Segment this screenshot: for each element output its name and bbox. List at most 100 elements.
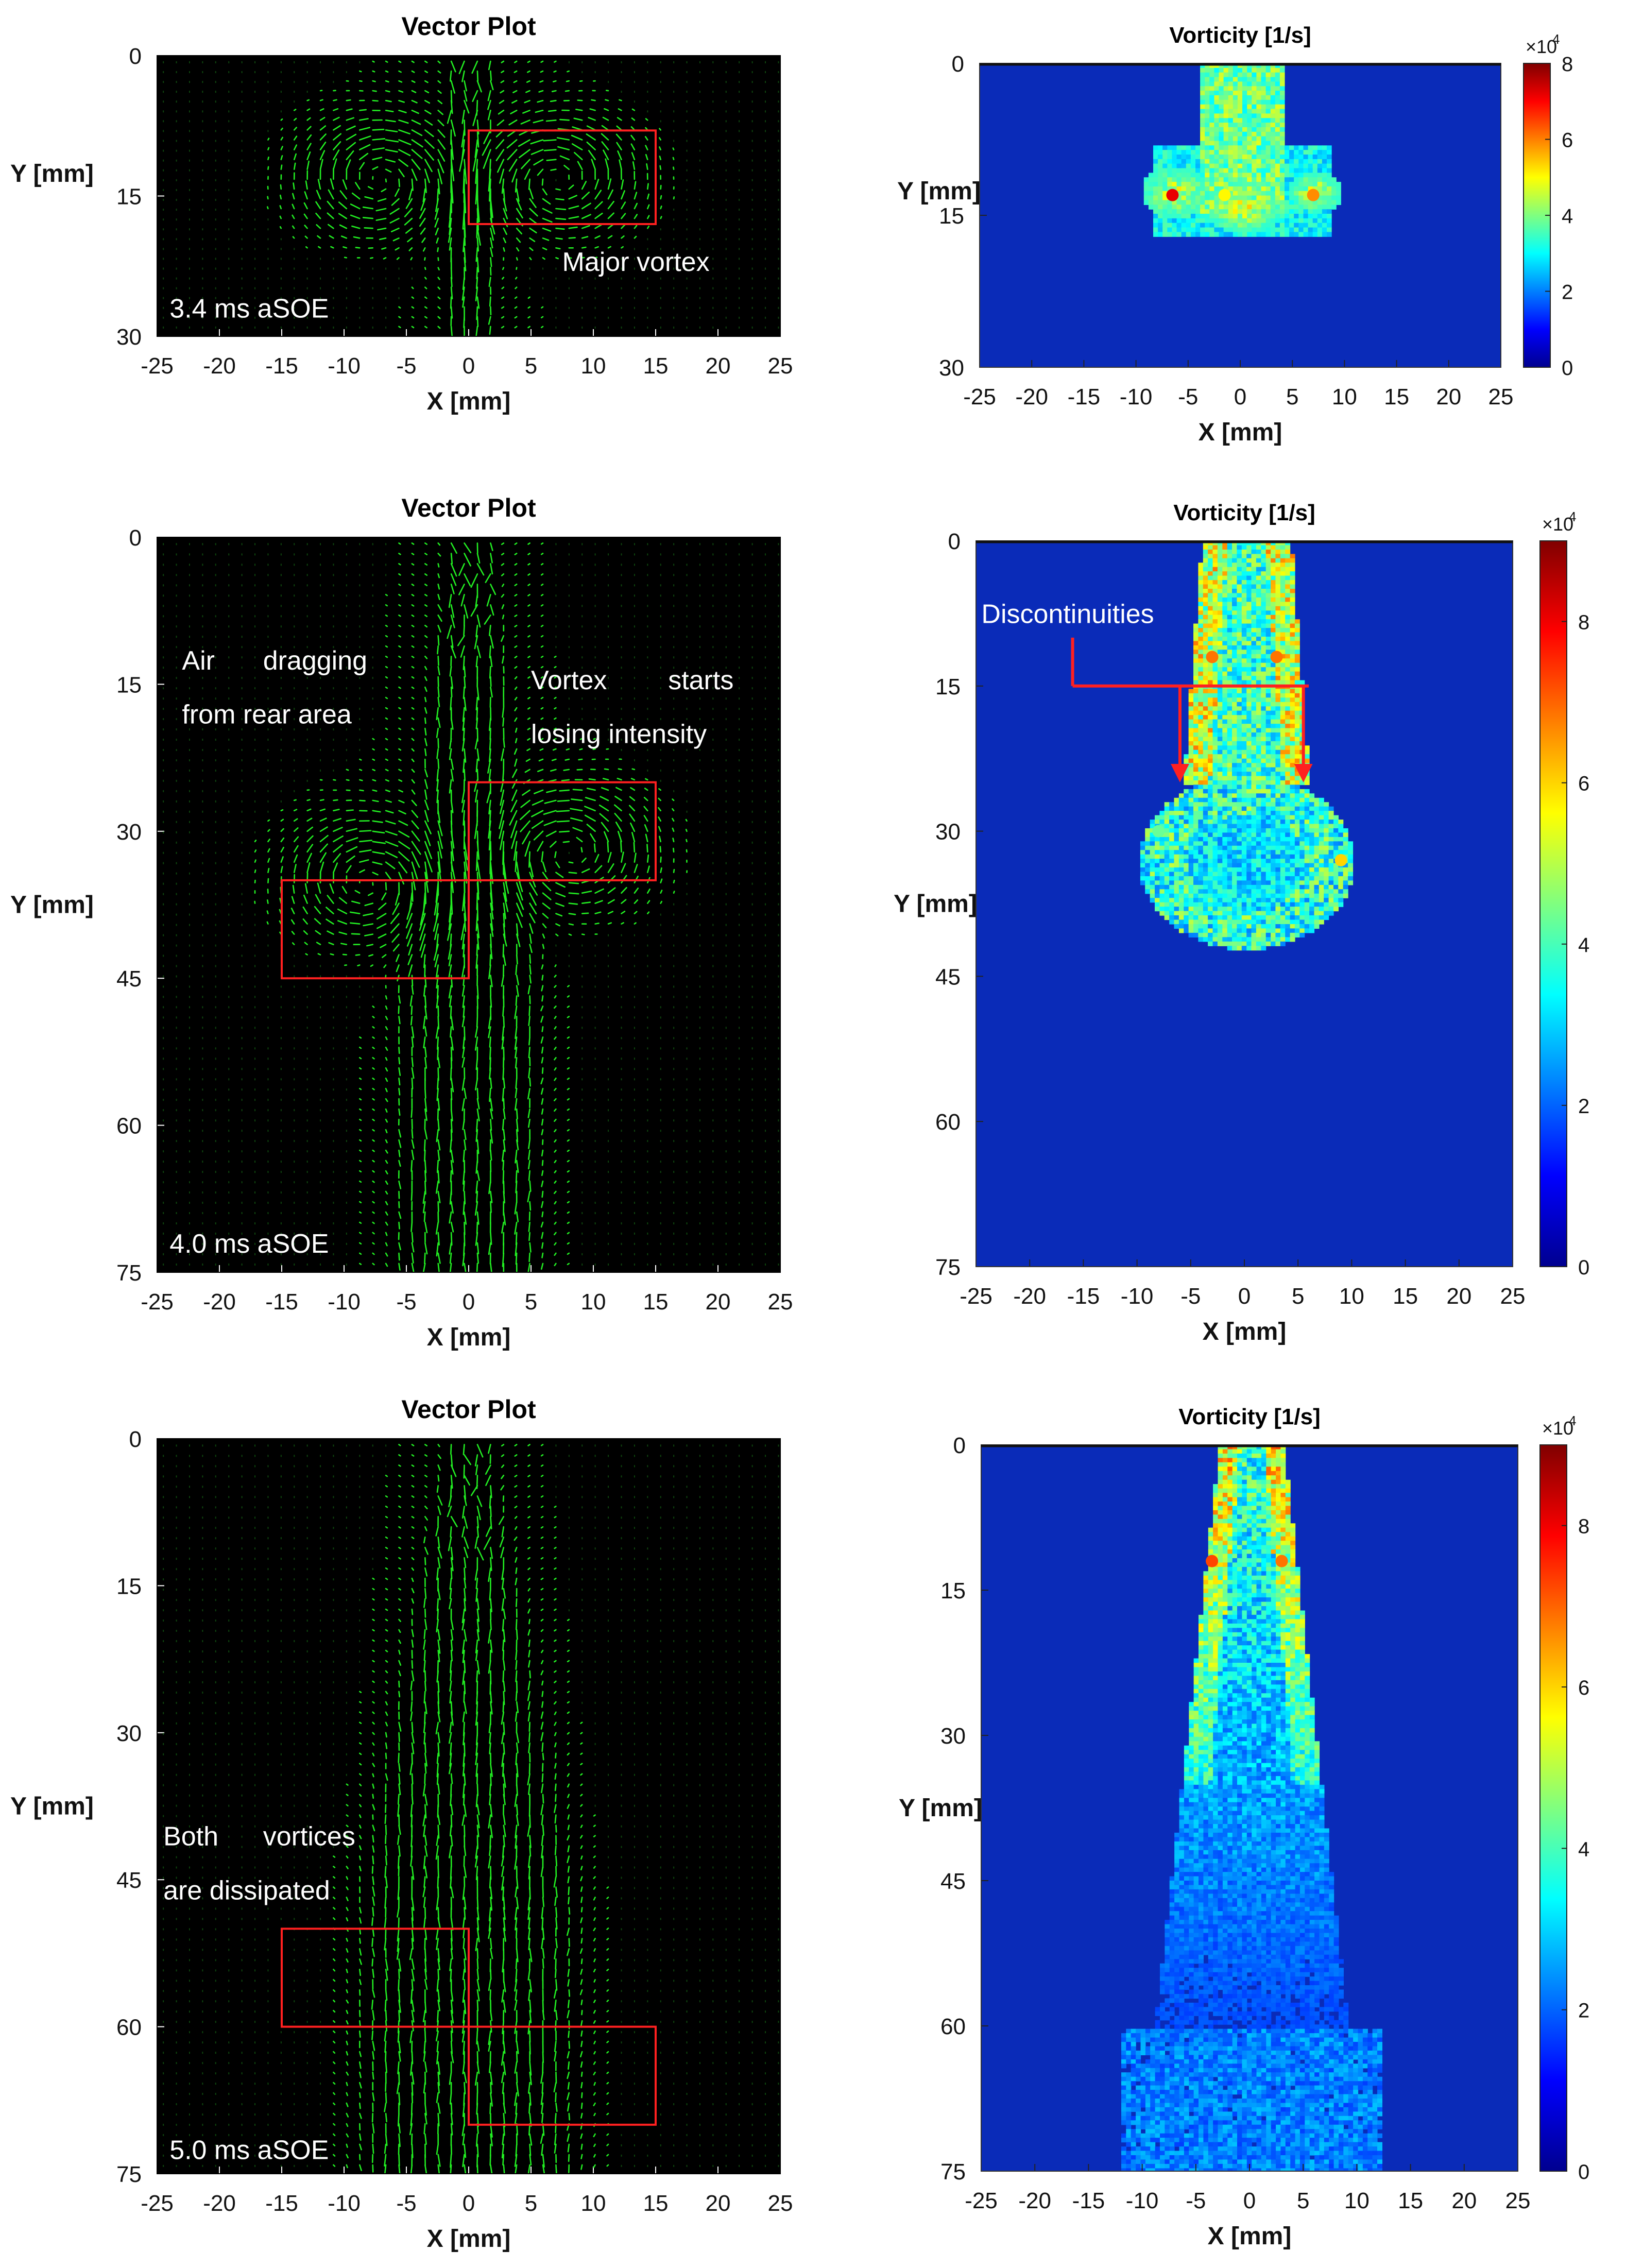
colorbar-tick-label: 0 [1578, 1256, 1589, 1279]
x-tick-label: -25 [141, 1289, 174, 1315]
y-tick-label: 60 [940, 2014, 966, 2039]
region-box [468, 781, 657, 881]
colorbar-tick-label: 6 [1578, 773, 1589, 795]
x-tick-label: 25 [1500, 1284, 1526, 1309]
colorbar-tick-label: 2 [1578, 2000, 1589, 2022]
annotation-text: 3.4 ms aSOE [169, 294, 329, 324]
x-tick-label: -20 [203, 2191, 236, 2216]
y-tick-label: 15 [939, 203, 964, 229]
colorbar-tick-label: 4 [1562, 205, 1573, 228]
x-tick-label: -5 [1186, 2188, 1206, 2213]
y-axis-label: Y [mm] [897, 178, 981, 205]
colorbar-exponent: 4 [1569, 509, 1576, 524]
y-tick-label: 15 [116, 1574, 142, 1599]
x-axis-label: X [mm] [1199, 419, 1282, 446]
vorticity-plot-p4: Vorticity [1/s]-25 -20 -15 -10 -5 0 5 10 15 20 250… [894, 500, 1589, 1345]
region-box [281, 1928, 470, 2028]
colorbar-tick-label: 8 [1578, 1515, 1589, 1538]
y-tick-label: 75 [116, 1260, 142, 1286]
x-tick-label: 0 [463, 1289, 475, 1315]
annotation-text: Air [182, 646, 215, 676]
vorticity-field [981, 1445, 1518, 2171]
y-tick-label: 60 [116, 2015, 142, 2040]
region-box [468, 129, 657, 225]
colorbar-multiplier: ×10 [1526, 36, 1557, 57]
x-tick-label: 0 [1238, 1284, 1251, 1309]
y-tick-label: 75 [116, 2162, 142, 2187]
y-axis-label: Y [mm] [10, 1793, 94, 1820]
x-tick-label: -10 [1120, 384, 1153, 410]
colorbar-tick-label: 0 [1578, 2161, 1589, 2184]
x-axis-label: X [mm] [1208, 2223, 1292, 2250]
vector-plot-p3: Vector Plot -25 -20 -15 -10 -5 0 5 10 15 20 25 0 15 30… [10, 493, 793, 1351]
y-tick-label: 45 [116, 966, 142, 992]
background-vectors [163, 543, 779, 1266]
vector-plot-p5: Vector Plot -25 -20 -15 -10 -5 0 5 10 15 20 25 0 15 30… [10, 1395, 793, 2253]
x-tick-label: 25 [768, 353, 793, 379]
vorticity-hotspot [1152, 825, 1165, 838]
colorbar-multiplier: ×10 [1542, 514, 1573, 535]
y-tick-label: 0 [129, 1427, 142, 1452]
x-tick-label: 10 [1344, 2188, 1370, 2213]
x-tick-label: -5 [396, 353, 416, 379]
x-tick-label: 0 [463, 353, 475, 379]
x-axis-label: X [mm] [1203, 1318, 1287, 1345]
x-tick-label: 5 [525, 1289, 537, 1315]
plot-title: Vorticity [1/s] [1173, 500, 1315, 525]
y-tick-label: 75 [940, 2159, 966, 2185]
vorticity-field [980, 63, 1501, 367]
colorbar-tick-label: 8 [1562, 53, 1573, 76]
vorticity-plot-p6: Vorticity [1/s]-25 -20 -15 -10 -5 0 5 10 15 20 250… [899, 1404, 1589, 2250]
y-tick-label: 60 [935, 1110, 961, 1135]
x-axis-label: X [mm] [427, 2225, 511, 2253]
x-tick-label: 10 [581, 1289, 606, 1315]
x-tick-label: 15 [1393, 1284, 1418, 1309]
x-tick-label: -20 [1018, 2188, 1051, 2213]
x-tick-label: -15 [265, 353, 298, 379]
x-tick-label: -5 [1180, 1284, 1201, 1309]
vorticity-hotspot [1334, 854, 1347, 866]
x-tick-label: -15 [1068, 384, 1101, 410]
x-tick-label: 10 [581, 353, 606, 379]
y-tick-label: 30 [116, 1721, 142, 1746]
y-tick-label: 30 [935, 820, 961, 845]
x-axis-label: X [mm] [427, 1324, 511, 1351]
plot-title: Vorticity [1/s] [1169, 23, 1311, 48]
vorticity-hotspot [1218, 189, 1231, 201]
y-axis-label: Y [mm] [894, 891, 977, 918]
y-tick-label: 0 [129, 44, 142, 69]
x-tick-label: 20 [706, 1289, 731, 1315]
x-tick-label: 20 [1436, 384, 1461, 410]
vorticity-cells [1143, 63, 1341, 237]
y-tick-label: 15 [940, 1578, 966, 1604]
x-tick-label: 20 [706, 2191, 731, 2216]
x-tick-label: 5 [1286, 384, 1298, 410]
annotation-text: Discontinuities [981, 600, 1154, 629]
y-tick-label: 0 [948, 529, 961, 554]
annotation-text: 5.0 ms aSOE [169, 2135, 329, 2165]
colorbar-exponent: 4 [1569, 1413, 1576, 1428]
annotation-text: Vortex [531, 666, 607, 695]
annotation-text: are dissipated [163, 1875, 330, 1905]
x-tick-label: 10 [1332, 384, 1357, 410]
y-tick-label: 30 [116, 325, 142, 350]
background-vectors [163, 1444, 779, 2167]
annotation-text: from rear area [182, 700, 352, 730]
vorticity-hotspot [1270, 651, 1283, 663]
region-box [468, 2025, 657, 2126]
colorbar-multiplier: ×10 [1542, 1418, 1573, 1439]
x-tick-label: 0 [463, 2191, 475, 2216]
y-tick-label: 15 [116, 672, 142, 697]
y-tick-label: 0 [952, 52, 964, 77]
plot-frame [157, 537, 781, 1273]
y-tick-label: 60 [116, 1114, 142, 1139]
colorbar-tick-label: 4 [1578, 1838, 1589, 1861]
x-tick-label: 5 [525, 2191, 537, 2216]
y-tick-label: 30 [939, 355, 964, 381]
x-tick-label: -25 [963, 384, 996, 410]
x-tick-label: -25 [141, 353, 174, 379]
x-tick-label: -10 [1126, 2188, 1159, 2213]
y-tick-label: 45 [935, 964, 961, 990]
annotation-text: 4.0 ms aSOE [169, 1229, 329, 1259]
vector-plot-p1: Vector Plot -25 -20 -15 -10 -5 0 5 10 15 20 25 0 15 30… [10, 12, 793, 415]
